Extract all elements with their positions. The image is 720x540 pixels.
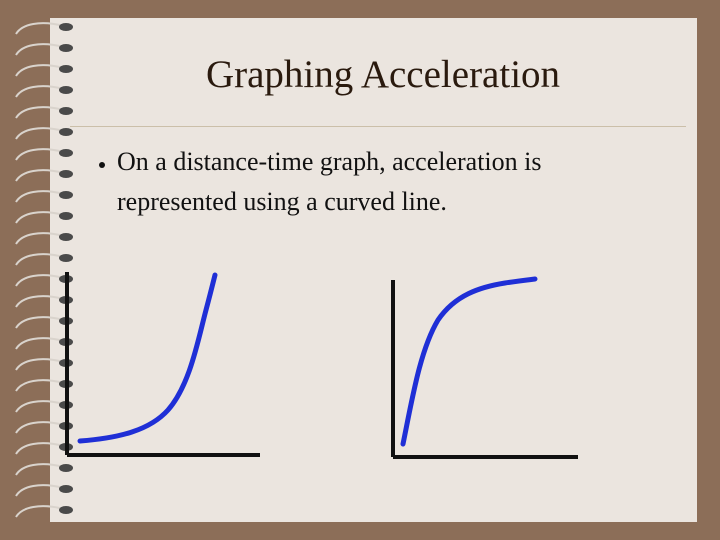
spiral-wire xyxy=(15,169,65,182)
spiral-wire xyxy=(15,232,65,245)
spiral-hole xyxy=(59,212,73,220)
spiral-wire xyxy=(15,106,65,119)
spiral-hole xyxy=(59,23,73,31)
spiral-hole xyxy=(59,65,73,73)
spiral-wire xyxy=(15,127,65,140)
spiral-wire xyxy=(15,22,65,35)
spiral-wire xyxy=(15,400,65,413)
spiral-hole xyxy=(59,107,73,115)
graph-accelerating xyxy=(65,272,260,457)
spiral-wire xyxy=(15,358,65,371)
spiral-wire xyxy=(15,64,65,77)
spiral-wire xyxy=(15,337,65,350)
spiral-hole xyxy=(59,506,73,514)
spiral-hole xyxy=(59,485,73,493)
spiral-hole xyxy=(59,170,73,178)
curve xyxy=(400,276,538,447)
spiral-hole xyxy=(59,128,73,136)
spiral-wire xyxy=(15,190,65,203)
spiral-hole xyxy=(59,233,73,241)
spiral-hole xyxy=(59,254,73,262)
spiral-wire xyxy=(15,484,65,497)
spiral-wire xyxy=(15,148,65,161)
spiral-wire xyxy=(15,463,65,476)
spiral-wire xyxy=(15,379,65,392)
spiral-hole xyxy=(59,86,73,94)
spiral-wire xyxy=(15,211,65,224)
curve xyxy=(77,272,218,444)
title-rule xyxy=(70,126,686,127)
spiral-wire xyxy=(15,295,65,308)
spiral-wire xyxy=(15,505,65,518)
spiral-wire xyxy=(15,442,65,455)
bullet: On a distance-time graph, acceleration i… xyxy=(117,142,657,222)
spiral-hole xyxy=(59,464,73,472)
bullet-list: On a distance-time graph, acceleration i… xyxy=(117,142,657,222)
spiral-hole xyxy=(59,149,73,157)
slide-title: Graphing Acceleration xyxy=(205,53,561,96)
spiral-wire xyxy=(15,43,65,56)
spiral-wire xyxy=(15,85,65,98)
spiral-wire xyxy=(15,253,65,266)
spiral-wire xyxy=(15,421,65,434)
spiral-hole xyxy=(59,191,73,199)
page xyxy=(50,18,697,522)
spiral-hole xyxy=(59,44,73,52)
spiral-binding xyxy=(15,22,73,518)
spiral-wire xyxy=(15,274,65,287)
spiral-wire xyxy=(15,316,65,329)
graph-decelerating xyxy=(391,276,578,459)
